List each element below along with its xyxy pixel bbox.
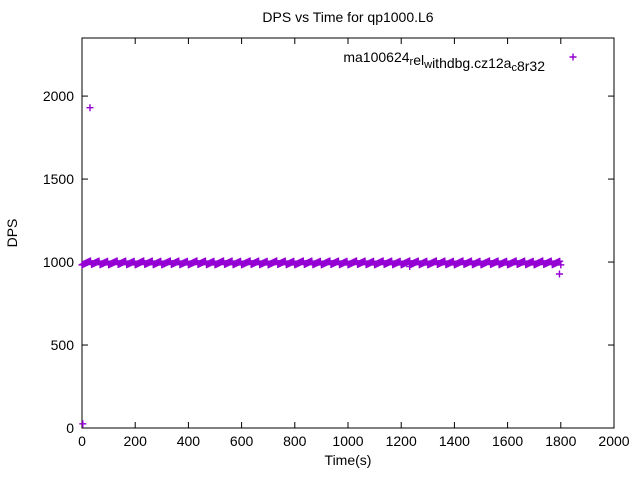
x-tick-label: 1400 [439, 433, 470, 449]
legend-text-part: 8r32 [517, 58, 545, 74]
legend-text-part: ithdbg.cz12a [432, 55, 512, 71]
y-axis-label: DPS [4, 219, 20, 248]
x-tick-label: 2000 [598, 433, 629, 449]
chart-title: DPS vs Time for qp1000.L6 [262, 9, 433, 25]
legend: ma100624relwithdbg.cz12ac8r32 [343, 49, 577, 74]
data-points [78, 104, 565, 428]
y-tick-label: 1000 [43, 254, 74, 270]
legend-text-part: ma100624 [343, 49, 409, 65]
y-tick-label: 2000 [43, 88, 74, 104]
x-tick-label: 400 [177, 433, 201, 449]
plot-border [81, 37, 615, 429]
x-tick-label: 600 [230, 433, 254, 449]
x-tick-label: 0 [78, 433, 86, 449]
x-tick-label: 1200 [386, 433, 417, 449]
x-tick-label: 1800 [545, 433, 576, 449]
x-tick-label: 1000 [332, 433, 363, 449]
x-tick-label: 200 [124, 433, 148, 449]
y-tick-label: 0 [66, 420, 74, 436]
data-point-marker [79, 420, 87, 428]
legend-subscript: r [410, 56, 414, 68]
legend-text-part: el [413, 52, 424, 68]
y-tick-label: 1500 [43, 171, 74, 187]
legend-label: ma100624relwithdbg.cz12ac8r32 [343, 49, 545, 74]
axes: 0 200 400 600 800 1000 1200 1400 1600 1800 2000 0 50… [43, 37, 630, 449]
data-point-marker [86, 104, 94, 112]
data-point-marker [406, 263, 414, 271]
legend-marker-plus-icon [569, 53, 577, 61]
legend-subscript: c [511, 62, 517, 74]
data-point-marker [555, 270, 563, 278]
series-band-markers [78, 257, 565, 269]
x-axis-label: Time(s) [325, 452, 372, 468]
x-tick-label: 800 [283, 433, 307, 449]
legend-subscript: w [423, 59, 432, 71]
y-tick-label: 500 [51, 337, 75, 353]
x-tick-label: 1600 [492, 433, 523, 449]
